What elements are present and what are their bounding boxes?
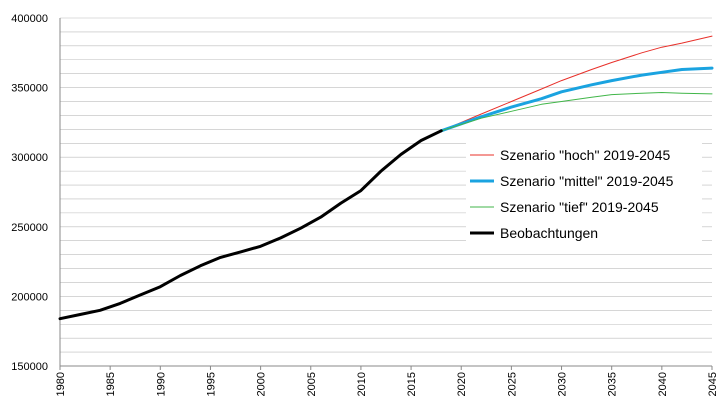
y-tick-label: 250000 xyxy=(11,222,48,234)
x-tick-label: 2035 xyxy=(607,372,619,396)
y-tick-label: 200000 xyxy=(11,291,48,303)
legend-label: Szenario "tief" 2019-2045 xyxy=(500,199,659,215)
series-line-3 xyxy=(58,129,443,321)
x-tick-label: 2015 xyxy=(406,372,418,396)
legend-background xyxy=(466,143,702,251)
x-tick-label: 2010 xyxy=(356,372,368,396)
x-axis-tick-labels: 1980 1985 1990 1995 2000 2005 2010 2015 2020 2025… xyxy=(55,366,719,396)
data-series xyxy=(58,35,714,321)
x-tick-label: 2045 xyxy=(707,372,719,396)
x-tick-label: 2025 xyxy=(506,372,518,396)
x-tick-label: 1980 xyxy=(55,372,67,396)
legend-label: Beobachtungen xyxy=(500,225,598,241)
x-tick-label: 2020 xyxy=(456,372,468,396)
y-tick-label: 400000 xyxy=(11,13,48,25)
y-tick-label: 150000 xyxy=(11,361,48,373)
x-tick-label: 1985 xyxy=(105,372,117,396)
x-tick-label: 2000 xyxy=(256,372,268,396)
series-line-2 xyxy=(440,92,713,132)
legend-label: Szenario "mittel" 2019-2045 xyxy=(500,173,674,189)
legend: Szenario "hoch" 2019-2045 Szenario "mitte… xyxy=(466,143,702,251)
axes xyxy=(59,18,712,367)
x-tick-label: 2005 xyxy=(306,372,318,396)
x-tick-label: 1990 xyxy=(155,372,167,396)
x-tick-label: 2030 xyxy=(557,372,569,396)
legend-label: Szenario "hoch" 2019-2045 xyxy=(500,147,670,163)
y-tick-label: 300000 xyxy=(11,152,48,164)
x-tick-label: 1995 xyxy=(205,372,217,396)
y-axis-tick-labels: 150000 200000 250000 300000 350000 400000 xyxy=(11,13,48,373)
series-line-0 xyxy=(440,35,713,132)
series-line-1 xyxy=(439,66,714,133)
y-tick-label: 350000 xyxy=(11,83,48,95)
x-tick-label: 2040 xyxy=(657,372,669,396)
